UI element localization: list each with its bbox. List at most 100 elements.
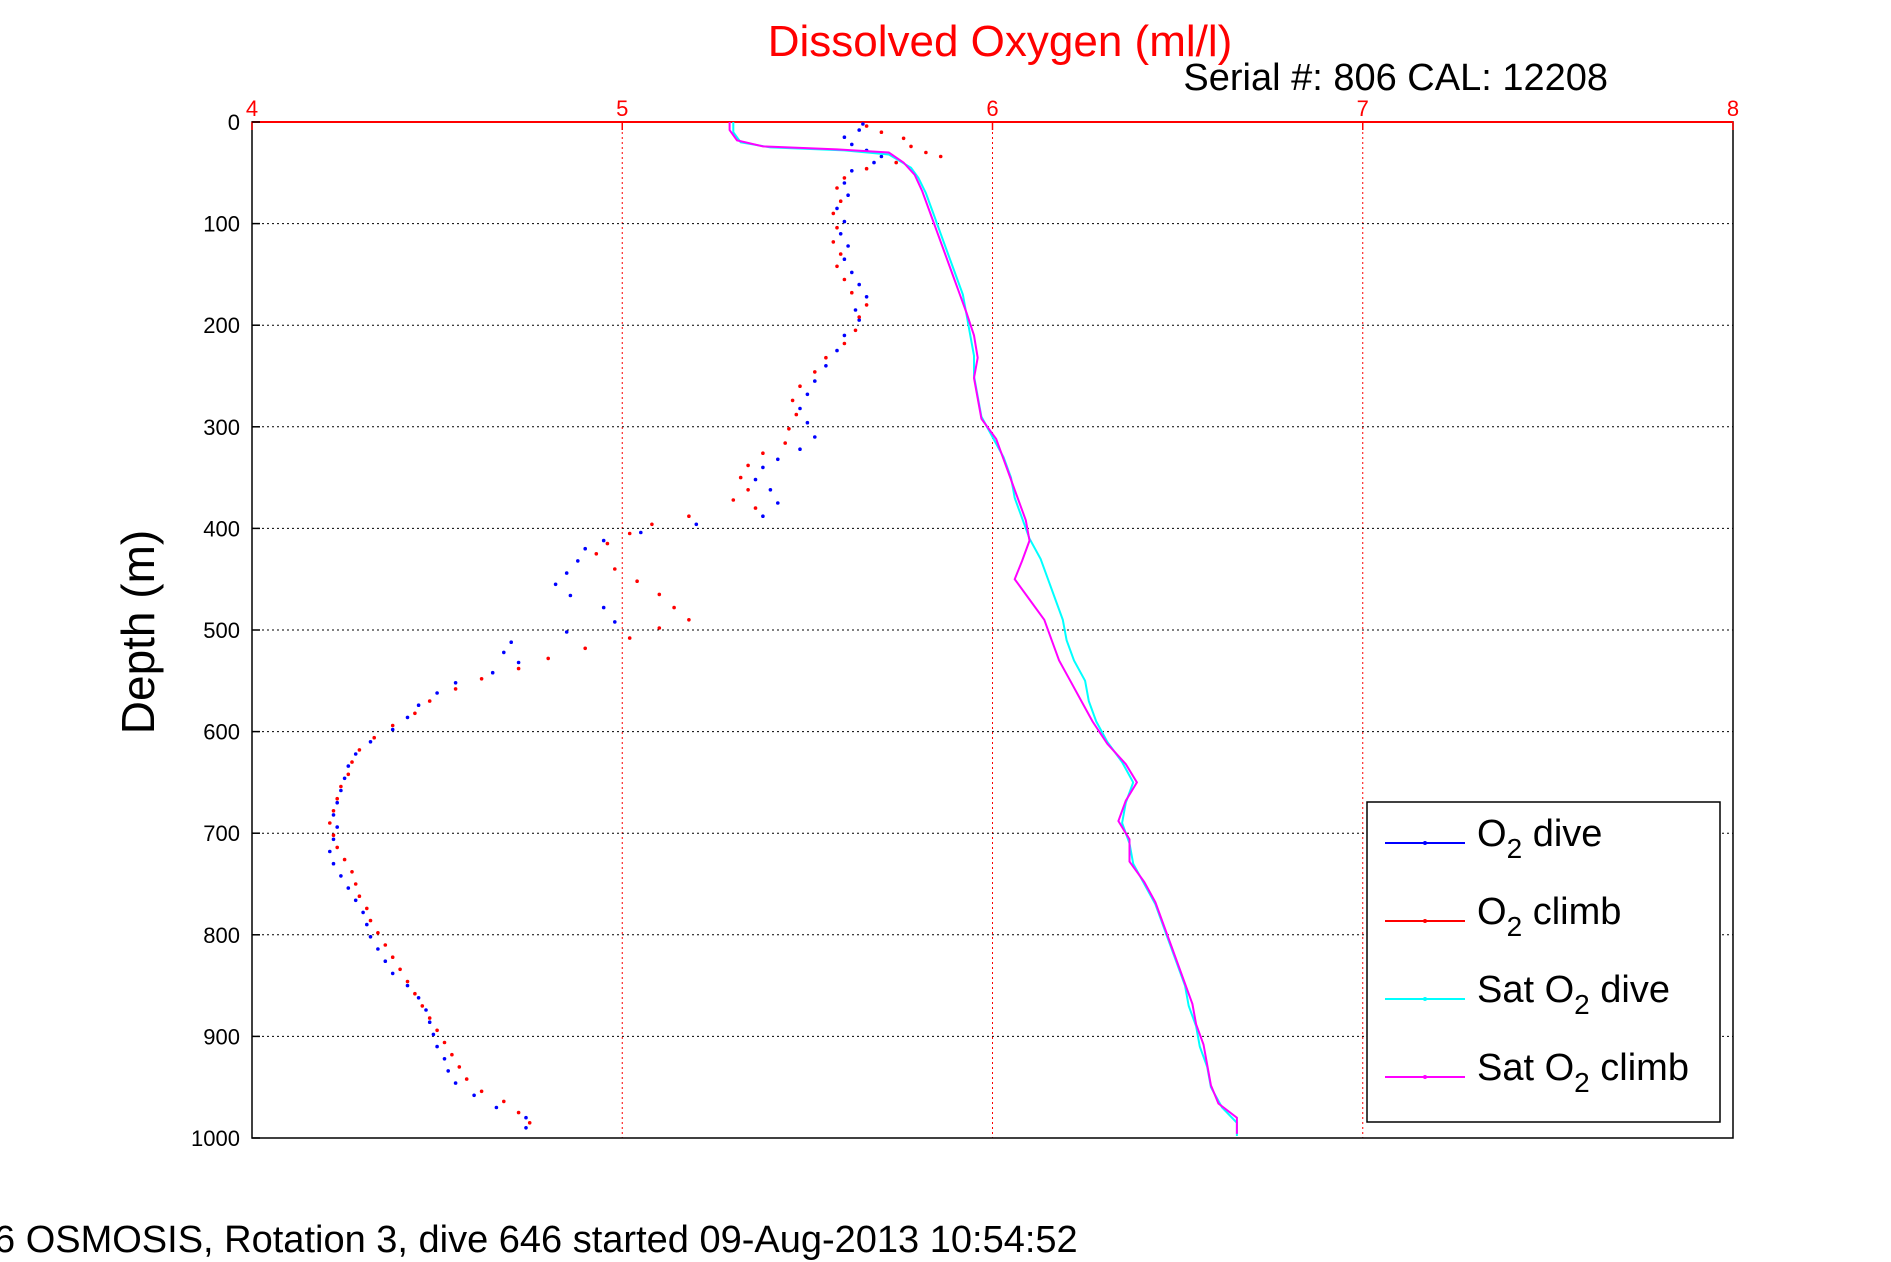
data-point bbox=[813, 370, 817, 374]
data-point bbox=[331, 833, 336, 837]
data-point bbox=[376, 947, 380, 951]
data-point bbox=[850, 270, 854, 275]
legend-label: Sat O2 climb bbox=[1477, 1047, 1689, 1098]
data-point bbox=[857, 282, 861, 287]
data-point bbox=[335, 796, 340, 801]
data-point bbox=[576, 559, 580, 563]
data-point bbox=[361, 910, 365, 915]
y-tick-label: 100 bbox=[203, 212, 240, 237]
data-point bbox=[813, 379, 817, 383]
series-line bbox=[732, 122, 1238, 1136]
data-point bbox=[901, 136, 906, 141]
data-point bbox=[509, 640, 513, 644]
y-tick-label: 500 bbox=[203, 618, 240, 643]
series-o2-dive bbox=[328, 122, 884, 1130]
data-point bbox=[390, 727, 395, 732]
data-point bbox=[672, 605, 676, 610]
legend-label-main: O bbox=[1477, 813, 1507, 855]
data-point bbox=[846, 193, 850, 197]
data-point bbox=[850, 169, 854, 173]
data-point bbox=[879, 154, 884, 159]
data-point bbox=[909, 144, 913, 149]
data-point bbox=[368, 935, 373, 939]
data-point bbox=[431, 1032, 436, 1037]
legend-entry: Sat O2 dive bbox=[1385, 969, 1670, 1020]
data-point bbox=[328, 821, 332, 825]
data-point bbox=[746, 488, 750, 492]
data-point bbox=[850, 290, 854, 295]
y-tick-label: 0 bbox=[228, 110, 240, 135]
legend-label-rest: climb bbox=[1522, 891, 1621, 933]
legend-marker bbox=[1423, 919, 1427, 923]
data-point bbox=[861, 122, 865, 126]
data-point bbox=[339, 784, 343, 789]
data-point bbox=[472, 1093, 476, 1098]
data-point bbox=[524, 1115, 528, 1120]
data-point bbox=[864, 295, 869, 299]
data-point bbox=[857, 128, 861, 132]
y-tick-label: 600 bbox=[203, 720, 240, 745]
data-point bbox=[831, 211, 836, 216]
data-point bbox=[427, 1020, 432, 1024]
data-point bbox=[335, 800, 340, 805]
legend-box bbox=[1366, 801, 1721, 1123]
data-point bbox=[639, 530, 643, 535]
legend-label-sub: 2 bbox=[1574, 989, 1590, 1020]
data-point bbox=[457, 1065, 462, 1069]
chart-title: Dissolved Oxygen (ml/l) bbox=[768, 17, 1233, 66]
data-point bbox=[835, 225, 839, 230]
data-point bbox=[390, 971, 395, 976]
data-point bbox=[864, 303, 869, 307]
data-point bbox=[331, 861, 336, 866]
data-point bbox=[442, 1040, 447, 1045]
data-point bbox=[353, 752, 358, 756]
data-point bbox=[601, 605, 606, 610]
grid-lines bbox=[252, 122, 1733, 1138]
legend-marker bbox=[1423, 1075, 1427, 1079]
legend-label-rest: dive bbox=[1522, 813, 1602, 855]
data-point bbox=[787, 427, 791, 431]
data-point bbox=[605, 541, 610, 546]
data-point bbox=[798, 406, 802, 411]
data-point bbox=[365, 906, 369, 911]
data-point bbox=[835, 348, 839, 353]
data-point bbox=[738, 475, 743, 480]
data-point bbox=[502, 1099, 506, 1104]
legend-label-sub: 2 bbox=[1507, 833, 1523, 864]
legend-label-main: O bbox=[1477, 891, 1507, 933]
data-point bbox=[383, 943, 388, 947]
data-point bbox=[335, 845, 340, 850]
data-point bbox=[824, 355, 828, 360]
y-tick-label: 300 bbox=[203, 415, 240, 440]
data-point bbox=[824, 364, 828, 368]
data-point bbox=[657, 626, 662, 630]
data-point bbox=[331, 809, 336, 813]
data-point bbox=[761, 451, 765, 456]
data-point bbox=[524, 1126, 528, 1130]
legend-marker bbox=[1423, 997, 1427, 1001]
data-point bbox=[842, 176, 847, 180]
data-point bbox=[846, 244, 850, 248]
data-point bbox=[783, 441, 787, 445]
data-point bbox=[424, 1008, 428, 1012]
legend-label: O2 dive bbox=[1477, 813, 1602, 864]
data-point bbox=[339, 788, 343, 793]
y-tick-label: 400 bbox=[203, 516, 240, 541]
data-point bbox=[368, 918, 373, 923]
data-point bbox=[416, 703, 421, 707]
data-point bbox=[435, 1028, 439, 1033]
data-point bbox=[479, 677, 484, 681]
data-point bbox=[798, 384, 802, 389]
data-point bbox=[768, 488, 773, 492]
data-point bbox=[813, 435, 817, 439]
data-point bbox=[753, 506, 758, 510]
data-point bbox=[353, 882, 358, 886]
data-point bbox=[479, 1089, 484, 1094]
legend-label-rest: climb bbox=[1590, 1047, 1689, 1089]
x-tick-label: 5 bbox=[616, 96, 628, 121]
data-point bbox=[601, 538, 606, 543]
data-point bbox=[583, 646, 587, 651]
legend-label: O2 climb bbox=[1477, 891, 1621, 942]
data-point bbox=[694, 522, 699, 527]
legend-label-sub: 2 bbox=[1574, 1067, 1590, 1098]
